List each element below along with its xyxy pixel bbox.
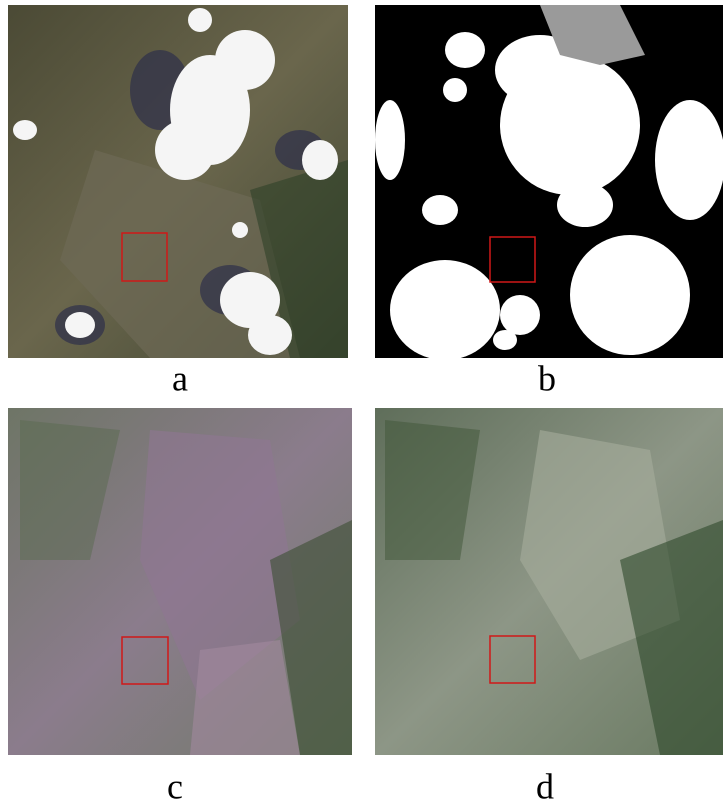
panel-label: b bbox=[538, 358, 556, 398]
panel-b: b bbox=[375, 5, 723, 398]
panel-label: d bbox=[536, 766, 554, 806]
panel-d: d bbox=[375, 408, 723, 806]
figure: a b c d bbox=[0, 0, 723, 811]
panel-a: a bbox=[8, 5, 348, 398]
panel-label: c bbox=[167, 766, 183, 806]
panel-label: a bbox=[172, 358, 188, 398]
panel-c: c bbox=[8, 408, 352, 806]
